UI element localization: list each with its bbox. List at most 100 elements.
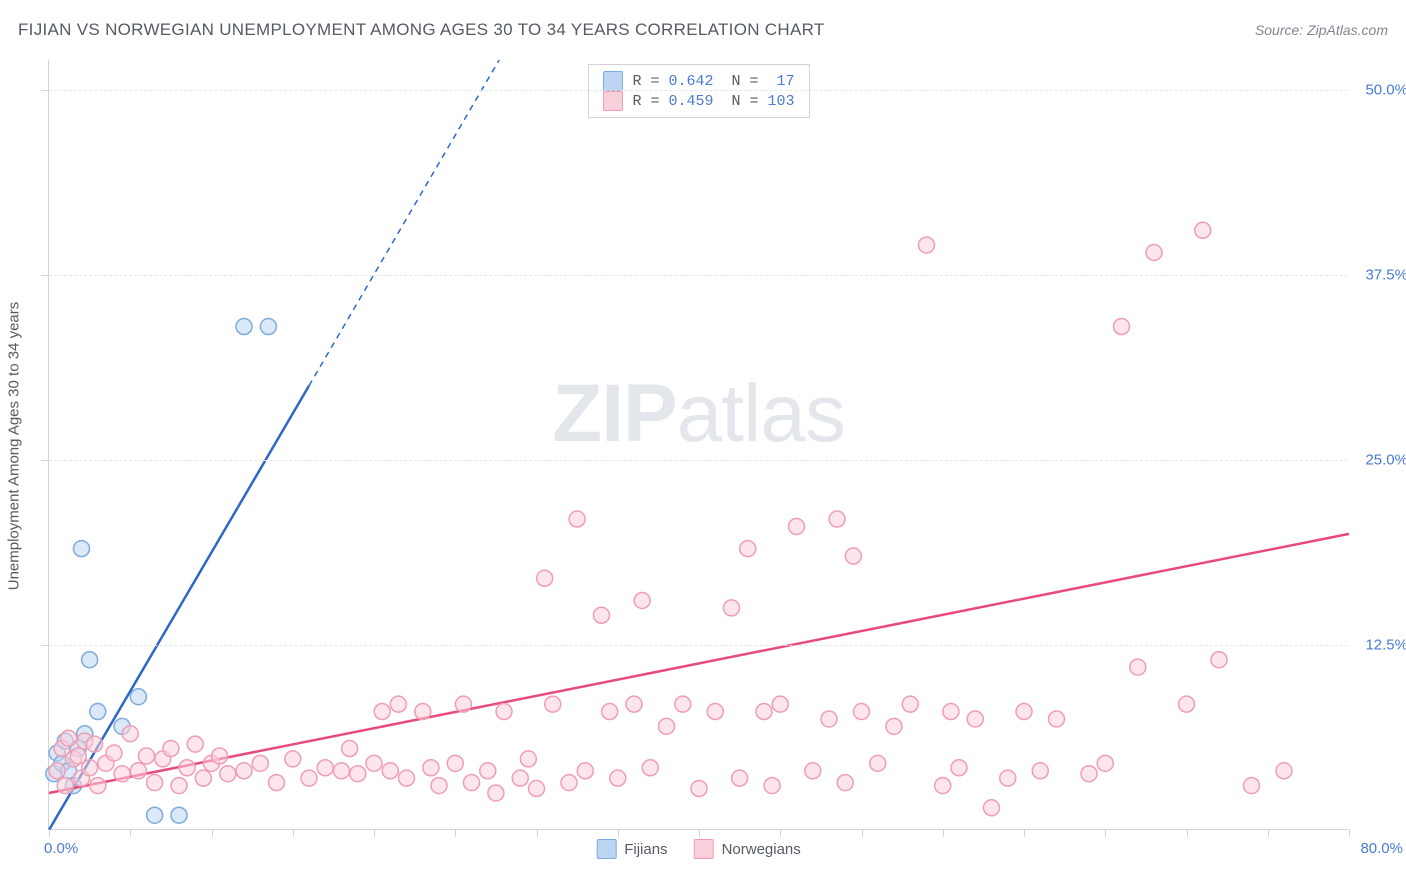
legend-item: Fijians <box>596 839 667 859</box>
data-point <box>821 711 837 727</box>
gridline-h <box>49 90 1348 91</box>
source-label: Source: ZipAtlas.com <box>1255 22 1388 38</box>
data-point <box>919 237 935 253</box>
y-tick-label: 50.0% <box>1365 81 1406 98</box>
x-tick <box>618 829 619 837</box>
data-point <box>1276 763 1292 779</box>
x-tick <box>862 829 863 837</box>
x-tick <box>1268 829 1269 837</box>
legend-swatch <box>694 839 714 859</box>
data-point <box>1016 704 1032 720</box>
y-tick-label: 12.5% <box>1365 636 1406 653</box>
x-axis-max-label: 80.0% <box>1360 840 1403 857</box>
x-tick <box>1024 829 1025 837</box>
data-point <box>90 778 106 794</box>
data-point <box>1000 770 1016 786</box>
data-point <box>334 763 350 779</box>
data-point <box>902 696 918 712</box>
data-point <box>561 775 577 791</box>
data-point <box>114 766 130 782</box>
x-tick <box>1187 829 1188 837</box>
data-point <box>870 755 886 771</box>
gridline-h <box>49 645 1348 646</box>
gridline-h <box>49 275 1348 276</box>
data-point <box>935 778 951 794</box>
legend-swatch <box>602 91 622 111</box>
data-point <box>756 704 772 720</box>
data-point <box>163 741 179 757</box>
data-point <box>171 778 187 794</box>
data-point <box>659 718 675 734</box>
data-point <box>642 760 658 776</box>
data-point <box>195 770 211 786</box>
x-tick <box>699 829 700 837</box>
data-point <box>529 781 545 797</box>
data-point <box>269 775 285 791</box>
legend-stat-row: R = 0.642 N = 17 <box>602 71 794 91</box>
data-point <box>1195 222 1211 238</box>
data-point <box>707 704 723 720</box>
data-point <box>220 766 236 782</box>
data-point <box>837 775 853 791</box>
data-point <box>740 541 756 557</box>
data-point <box>236 319 252 335</box>
data-point <box>724 600 740 616</box>
data-point <box>390 696 406 712</box>
data-point <box>610 770 626 786</box>
trend-line-extrapolated <box>309 60 499 386</box>
x-tick <box>374 829 375 837</box>
data-point <box>1130 659 1146 675</box>
scatter-svg <box>49 60 1348 829</box>
data-point <box>415 704 431 720</box>
data-point <box>61 730 77 746</box>
data-point <box>423 760 439 776</box>
x-tick <box>1349 829 1350 837</box>
data-point <box>626 696 642 712</box>
data-point <box>374 704 390 720</box>
data-point <box>130 763 146 779</box>
data-point <box>212 748 228 764</box>
data-point <box>82 652 98 668</box>
data-point <box>594 607 610 623</box>
data-point <box>732 770 748 786</box>
data-point <box>675 696 691 712</box>
data-point <box>285 751 301 767</box>
chart-header: FIJIAN VS NORWEGIAN UNEMPLOYMENT AMONG A… <box>18 20 1388 40</box>
trend-line <box>49 534 1349 793</box>
data-point <box>260 319 276 335</box>
x-tick <box>943 829 944 837</box>
data-point <box>1049 711 1065 727</box>
data-point <box>602 704 618 720</box>
data-point <box>520 751 536 767</box>
data-point <box>854 704 870 720</box>
series-legend: FijiansNorwegians <box>596 839 801 859</box>
data-point <box>845 548 861 564</box>
data-point <box>147 807 163 823</box>
data-point <box>634 592 650 608</box>
data-point <box>431 778 447 794</box>
data-point <box>317 760 333 776</box>
data-point <box>805 763 821 779</box>
data-point <box>1146 245 1162 261</box>
data-point <box>49 763 65 779</box>
data-point <box>1114 319 1130 335</box>
data-point <box>455 696 471 712</box>
data-point <box>252 755 268 771</box>
data-point <box>789 518 805 534</box>
x-tick <box>455 829 456 837</box>
y-tick <box>41 275 49 276</box>
data-point <box>512 770 528 786</box>
data-point <box>147 775 163 791</box>
y-tick-label: 25.0% <box>1365 451 1406 468</box>
data-point <box>382 763 398 779</box>
data-point <box>1211 652 1227 668</box>
data-point <box>577 763 593 779</box>
data-point <box>984 800 1000 816</box>
data-point <box>342 741 358 757</box>
chart-title: FIJIAN VS NORWEGIAN UNEMPLOYMENT AMONG A… <box>18 20 825 40</box>
data-point <box>1097 755 1113 771</box>
legend-stat-row: R = 0.459 N = 103 <box>602 91 794 111</box>
y-axis-label: Unemployment Among Ages 30 to 34 years <box>6 302 23 591</box>
legend-label: Fijians <box>624 841 667 858</box>
data-point <box>480 763 496 779</box>
